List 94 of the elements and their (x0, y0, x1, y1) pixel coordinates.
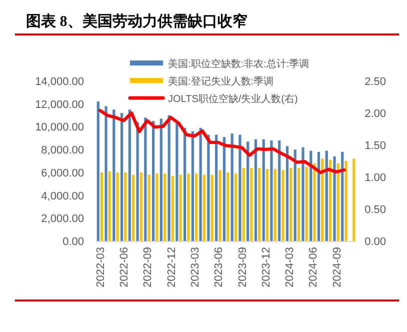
x-tick-label: 2023-03 (189, 247, 202, 288)
bar (140, 172, 142, 241)
bar (96, 102, 100, 241)
bar (215, 134, 218, 241)
bar (336, 163, 340, 241)
bar (160, 118, 162, 241)
x-tick-label: 2023-06 (213, 247, 226, 288)
x-tick-label: 2023-09 (236, 247, 249, 288)
bar (302, 147, 304, 241)
bar (262, 139, 265, 241)
bar (344, 161, 348, 241)
bar (112, 110, 116, 241)
x-tick-label: 2022-03 (94, 247, 107, 288)
bar (310, 150, 312, 241)
bar (163, 174, 166, 241)
bar (144, 118, 147, 241)
bar (274, 169, 276, 241)
bar (286, 146, 289, 241)
bar (266, 169, 268, 241)
bar (321, 158, 324, 241)
bar (199, 128, 202, 241)
bar (176, 123, 178, 241)
bar (210, 174, 214, 241)
y-tick-label: 12,000.00 (35, 98, 84, 111)
x-tick-label: 2022-12 (166, 247, 178, 288)
y-tick-label: 8,000.00 (41, 144, 84, 157)
x-tick-label: 2024-09 (331, 247, 344, 288)
bar (104, 106, 108, 241)
bar (156, 174, 158, 241)
y-tick-label: 14,000.00 (35, 76, 84, 88)
legend-label: 美国:职位空缺数:非农:总计:季调 (168, 58, 310, 70)
legend-label: 美国:登记失业人数:季调 (168, 76, 274, 88)
bar (202, 174, 206, 241)
x-tick-label: 2022-06 (118, 247, 131, 288)
bar (218, 170, 222, 241)
bar (278, 140, 281, 241)
bar (116, 172, 119, 241)
x-tick-label: 2022-09 (142, 247, 154, 288)
bar (184, 128, 186, 241)
bar (132, 174, 135, 241)
y-tick-label: 0.00 (62, 236, 84, 248)
bar (297, 168, 300, 241)
bar (294, 150, 296, 241)
bar (352, 158, 356, 241)
bar (128, 110, 131, 241)
bar (341, 152, 344, 241)
bar (238, 134, 242, 241)
y-tick-label: 4,000.00 (41, 190, 84, 202)
bar (254, 139, 258, 241)
bar (270, 140, 273, 241)
y2-tick-label: 2.00 (364, 108, 386, 120)
bar (333, 156, 336, 241)
y-tick-label: 6,000.00 (41, 167, 84, 180)
bar (328, 160, 332, 241)
bar (179, 174, 182, 241)
bar (317, 152, 320, 241)
bar (171, 176, 174, 241)
bar (207, 134, 210, 241)
bar (234, 174, 237, 241)
x-tick-label: 2024-03 (284, 247, 296, 288)
bar (250, 168, 253, 241)
bar (168, 115, 170, 241)
bar (222, 137, 226, 241)
bar (148, 174, 150, 241)
bar (191, 131, 194, 241)
bar (108, 171, 111, 241)
bar (100, 172, 104, 241)
bar (187, 174, 190, 241)
y-tick-label: 2,000.00 (41, 213, 84, 226)
bar (152, 121, 155, 241)
bar (246, 142, 250, 241)
bar (194, 174, 198, 241)
bar (313, 163, 316, 241)
y2-tick-label: 0.50 (364, 204, 386, 216)
bar (282, 170, 284, 241)
y2-tick-label: 1.50 (364, 140, 386, 152)
bar (120, 113, 124, 241)
y2-tick-label: 1.00 (364, 172, 386, 184)
y-tick-label: 10,000.00 (35, 122, 84, 134)
x-tick-label: 2023-12 (260, 247, 272, 288)
bar (230, 134, 234, 241)
bar (124, 172, 127, 241)
bar (136, 122, 139, 241)
bar (258, 168, 261, 241)
y2-tick-label: 2.50 (364, 76, 386, 88)
bar (325, 150, 328, 241)
legend-label: JOLTS职位空缺/失业人数(右) (168, 93, 298, 105)
y2-tick-label: 0.00 (364, 236, 386, 248)
bar (305, 166, 308, 241)
bar (290, 168, 292, 241)
bar (226, 172, 230, 241)
bar (242, 168, 245, 241)
x-tick-label: 2024-06 (308, 247, 320, 288)
chart-title: 图表 8、美国劳动力供需缺口收窄 (26, 12, 248, 30)
